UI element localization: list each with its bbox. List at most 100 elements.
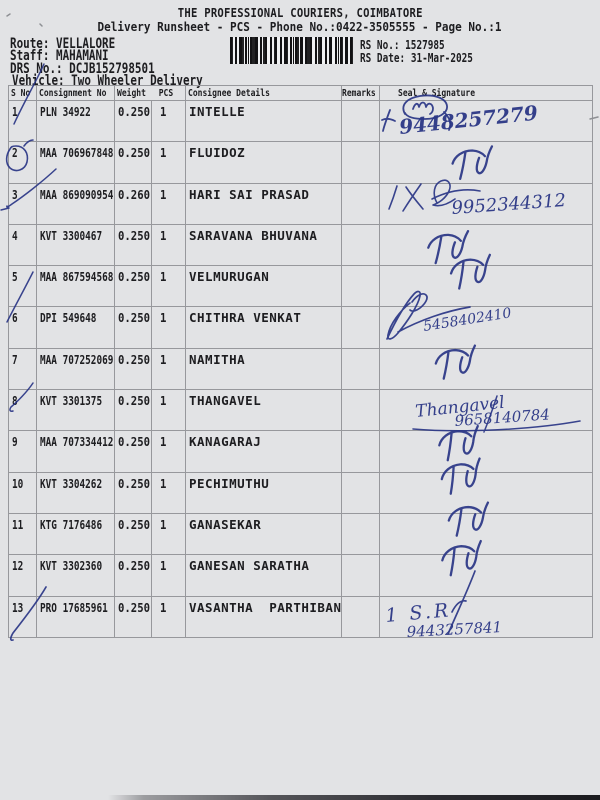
cell-consignee: FLUIDOZ (185, 141, 342, 184)
cell-seal-signature (379, 306, 593, 349)
table-row: 13 PRO 17685961 0.250 1 VASANTHA PARTHIBAN (8, 595, 593, 638)
cell-remarks (341, 471, 380, 514)
cell-weight: 0.250 (114, 347, 152, 391)
cell-seal-signature (379, 223, 593, 267)
cell-consignee: GANESAN SARATHA (185, 554, 342, 597)
cell-remarks (341, 389, 380, 432)
cell-remarks (341, 99, 380, 143)
table-row: 10 KVT 3304262 0.250 1 PECHIMUTHU (8, 471, 593, 514)
cell-s-no: 8 (8, 389, 37, 432)
cell-pcs: 1 (151, 471, 186, 514)
cell-remarks (341, 141, 380, 184)
cell-consignment-no: PLN 34922 (36, 99, 115, 143)
cell-remarks (341, 430, 380, 473)
cell-consignment-no: MAA 706967848 (36, 141, 115, 184)
cell-s-no: 2 (8, 141, 37, 184)
cell-seal-signature (379, 182, 593, 225)
cell-s-no: 1 (8, 99, 37, 143)
cell-seal-signature (379, 554, 593, 597)
cell-weight: 0.250 (114, 99, 152, 143)
cell-consignee: PECHIMUTHU (185, 471, 342, 514)
cell-seal-signature (379, 99, 593, 143)
cell-seal-signature (379, 347, 593, 391)
cell-consignment-no: KVT 3301375 (36, 389, 115, 432)
cell-s-no: 10 (8, 471, 37, 514)
cell-s-no: 7 (8, 347, 37, 391)
cell-pcs: 1 (151, 223, 186, 267)
header-consignee-details: Consignee Details (185, 85, 342, 101)
table-row: 11 KTG 7176486 0.250 1 GANASEKAR (8, 512, 593, 556)
cell-consignment-no: MAA 707334412 (36, 430, 115, 473)
cell-remarks (341, 182, 380, 225)
table-row: 3 MAA 869090954 0.260 1 HARI SAI PRASAD (8, 182, 593, 225)
cell-s-no: 11 (8, 512, 37, 556)
cell-weight: 0.260 (114, 182, 152, 225)
cell-consignment-no: KVT 3300467 (36, 223, 115, 267)
cell-weight: 0.250 (114, 471, 152, 514)
cell-seal-signature (379, 471, 593, 514)
cell-consignment-no: MAA 707252069 (36, 347, 115, 391)
cell-weight: 0.250 (114, 595, 152, 638)
rs-date-line: RS Date: 31-Mar-2025 (360, 50, 511, 65)
cell-remarks (341, 554, 380, 597)
cell-pcs: 1 (151, 99, 186, 143)
company-title: THE PROFESSIONAL COURIERS, COIMBATORE (0, 6, 600, 20)
cell-consignee: KANAGARAJ (185, 430, 342, 473)
cell-weight: 0.250 (114, 389, 152, 432)
cell-weight: 0.250 (114, 512, 152, 556)
cell-pcs: 1 (151, 306, 186, 349)
cell-consignment-no: KVT 3304262 (36, 471, 115, 514)
barcode (230, 37, 353, 64)
cell-pcs: 1 (151, 554, 186, 597)
cell-s-no: 6 (8, 306, 37, 349)
cell-seal-signature (379, 141, 593, 184)
cell-consignee: NAMITHA (185, 347, 342, 391)
header-weight-pcs: Weight PCS (114, 85, 186, 101)
table-row: 4 KVT 3300467 0.250 1 SARAVANA BHUVANA (8, 223, 593, 267)
cell-remarks (341, 512, 380, 556)
runsheet-table: S No Consignment No Weight PCS Consignee … (8, 85, 593, 638)
table-row: 8 KVT 3301375 0.250 1 THANGAVEL (8, 389, 593, 432)
header-consignment-no: Consignment No (36, 85, 115, 101)
cell-consignee: SARAVANA BHUVANA (185, 223, 342, 267)
cell-pcs: 1 (151, 347, 186, 391)
cell-consignment-no: KTG 7176486 (36, 512, 115, 556)
table-row: 2 MAA 706967848 0.250 1 FLUIDOZ (8, 141, 593, 184)
runsheet-subtitle-text: Delivery Runsheet - PCS - Phone No.:0422… (97, 19, 502, 34)
cell-s-no: 9 (8, 430, 37, 473)
cell-weight: 0.250 (114, 265, 152, 308)
cell-consignment-no: KVT 3302360 (36, 554, 115, 597)
cell-weight: 0.250 (114, 306, 152, 349)
runsheet-subtitle: Delivery Runsheet - PCS - Phone No.:0422… (0, 19, 600, 34)
cell-s-no: 12 (8, 554, 37, 597)
cell-s-no: 13 (8, 595, 37, 638)
cell-weight: 0.250 (114, 223, 152, 267)
cell-seal-signature (379, 595, 593, 638)
cell-pcs: 1 (151, 182, 186, 225)
table-row: 9 MAA 707334412 0.250 1 KANAGARAJ (8, 430, 593, 473)
cell-seal-signature (379, 389, 593, 432)
cell-seal-signature (379, 512, 593, 556)
cell-s-no: 5 (8, 265, 37, 308)
cell-consignment-no: MAA 867594568 (36, 265, 115, 308)
rs-date-value: 31-Mar-2025 (410, 50, 473, 65)
cell-seal-signature (379, 430, 593, 473)
cell-consignee: THANGAVEL (185, 389, 342, 432)
table-row: 1 PLN 34922 0.250 1 INTELLE (8, 99, 593, 143)
cell-s-no: 3 (8, 182, 37, 225)
cell-weight: 0.250 (114, 141, 152, 184)
cell-consignee: VASANTHA PARTHIBAN (185, 595, 342, 638)
company-title-text: THE PROFESSIONAL COURIERS, COIMBATORE (177, 6, 423, 20)
cell-pcs: 1 (151, 512, 186, 556)
scan-bottom-edge (0, 795, 600, 800)
header-pcs: PCS (158, 87, 174, 99)
cell-consignee: CHITHRA VENKAT (185, 306, 342, 349)
cell-pcs: 1 (151, 389, 186, 432)
header-seal-signature: Seal & Signature (379, 85, 593, 101)
cell-consignee: INTELLE (185, 99, 342, 143)
cell-weight: 0.250 (114, 554, 152, 597)
cell-pcs: 1 (151, 430, 186, 473)
table-row: 12 KVT 3302360 0.250 1 GANESAN SARATHA (8, 554, 593, 597)
cell-weight: 0.250 (114, 430, 152, 473)
